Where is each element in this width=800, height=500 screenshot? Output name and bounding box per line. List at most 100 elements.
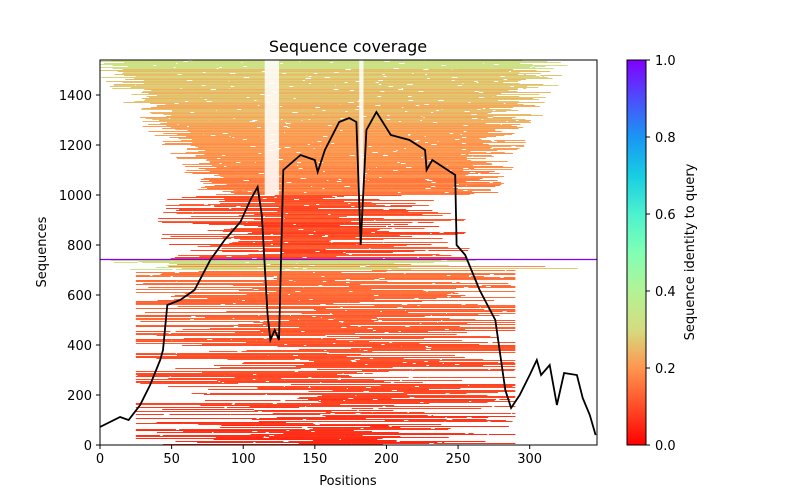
alignment-segment — [266, 198, 288, 199]
alignment-segment — [478, 82, 504, 83]
alignment-segment — [507, 73, 541, 74]
alignment-segment — [249, 344, 285, 345]
alignment-segment — [173, 81, 229, 82]
alignment-segment — [186, 149, 278, 150]
alignment-segment — [370, 439, 378, 440]
alignment-segment — [135, 371, 202, 372]
alignment-segment — [370, 287, 464, 288]
alignment-segment — [351, 98, 402, 99]
alignment-segment — [483, 97, 546, 98]
alignment-segment — [476, 126, 518, 127]
alignment-segment — [256, 374, 338, 375]
alignment-segment — [419, 175, 466, 176]
alignment-segment — [363, 428, 431, 429]
alignment-segment — [179, 272, 298, 273]
alignment-segment — [362, 212, 401, 213]
alignment-segment — [218, 333, 246, 334]
alignment-segment — [270, 264, 331, 265]
alignment-segment — [266, 394, 389, 395]
alignment-segment — [428, 250, 469, 251]
alignment-segment — [192, 142, 313, 143]
alignment-segment — [382, 338, 424, 339]
alignment-segment — [523, 74, 526, 75]
alignment-segment — [349, 66, 469, 67]
alignment-segment — [246, 350, 325, 351]
chart-title: Sequence coverage — [269, 37, 427, 56]
alignment-segment — [348, 301, 423, 302]
alignment-segment — [144, 89, 193, 90]
alignment-segment — [419, 386, 476, 387]
alignment-segment — [426, 234, 458, 235]
alignment-segment — [290, 384, 406, 385]
alignment-segment — [140, 321, 260, 322]
alignment-segment — [274, 140, 369, 141]
alignment-segment — [397, 170, 447, 171]
alignment-segment — [306, 268, 356, 269]
alignment-segment — [175, 441, 244, 442]
alignment-segment — [390, 119, 482, 120]
alignment-segment — [384, 154, 461, 155]
plot-frame — [99, 59, 598, 446]
alignment-segment — [261, 153, 369, 154]
alignment-segment — [411, 300, 459, 301]
alignment-segment — [226, 311, 326, 312]
alignment-segment — [435, 186, 496, 187]
alignment-segment — [177, 306, 215, 307]
alignment-segment — [314, 431, 373, 432]
alignment-segment — [471, 400, 495, 401]
alignment-segment — [157, 300, 242, 301]
alignment-segment — [168, 318, 233, 319]
alignment-segment — [274, 150, 379, 151]
alignment-segment — [348, 367, 393, 368]
alignment-segment — [246, 294, 289, 295]
alignment-segment — [301, 68, 349, 69]
alignment-segment — [407, 304, 462, 305]
alignment-segment — [477, 167, 514, 168]
alignment-segment — [352, 254, 440, 255]
alignment-segment — [130, 269, 173, 270]
alignment-segment — [308, 164, 402, 165]
alignment-segment — [396, 266, 436, 267]
alignment-segment — [268, 432, 395, 433]
alignment-segment — [135, 292, 256, 293]
alignment-segment — [364, 373, 373, 374]
alignment-segment — [280, 190, 393, 191]
alignment-segment — [150, 103, 175, 104]
alignment-segment — [341, 229, 360, 230]
alignment-segment — [368, 291, 427, 292]
alignment-segment — [135, 403, 175, 404]
alignment-segment — [297, 333, 356, 334]
alignment-segment — [203, 280, 271, 281]
alignment-segment — [354, 155, 383, 156]
alignment-segment — [361, 275, 447, 276]
alignment-segment — [284, 368, 301, 369]
x-tick-label: 100 — [231, 452, 256, 467]
alignment-segment — [519, 114, 532, 115]
alignment-segment — [295, 407, 300, 408]
alignment-segment — [236, 175, 366, 176]
alignment-segment — [198, 151, 248, 152]
alignment-segment — [262, 166, 389, 167]
alignment-segment — [201, 371, 295, 372]
alignment-segment — [301, 313, 330, 314]
alignment-segment — [282, 119, 309, 120]
alignment-segment — [220, 427, 303, 428]
alignment-segment — [243, 264, 267, 265]
alignment-segment — [429, 365, 483, 366]
alignment-segment — [441, 314, 479, 315]
alignment-segment — [399, 181, 467, 182]
alignment-segment — [485, 108, 490, 109]
alignment-segment — [378, 309, 485, 310]
alignment-segment — [232, 353, 327, 354]
alignment-segment — [290, 147, 310, 148]
alignment-segment — [278, 207, 362, 208]
alignment-segment — [192, 173, 259, 174]
alignment-segment — [477, 81, 494, 82]
alignment-segment — [309, 386, 415, 387]
alignment-segment — [242, 224, 294, 225]
alignment-segment — [355, 151, 394, 152]
alignment-segment — [364, 187, 454, 188]
alignment-segment — [135, 339, 152, 340]
alignment-segment — [397, 195, 402, 196]
alignment-segment — [340, 377, 409, 378]
